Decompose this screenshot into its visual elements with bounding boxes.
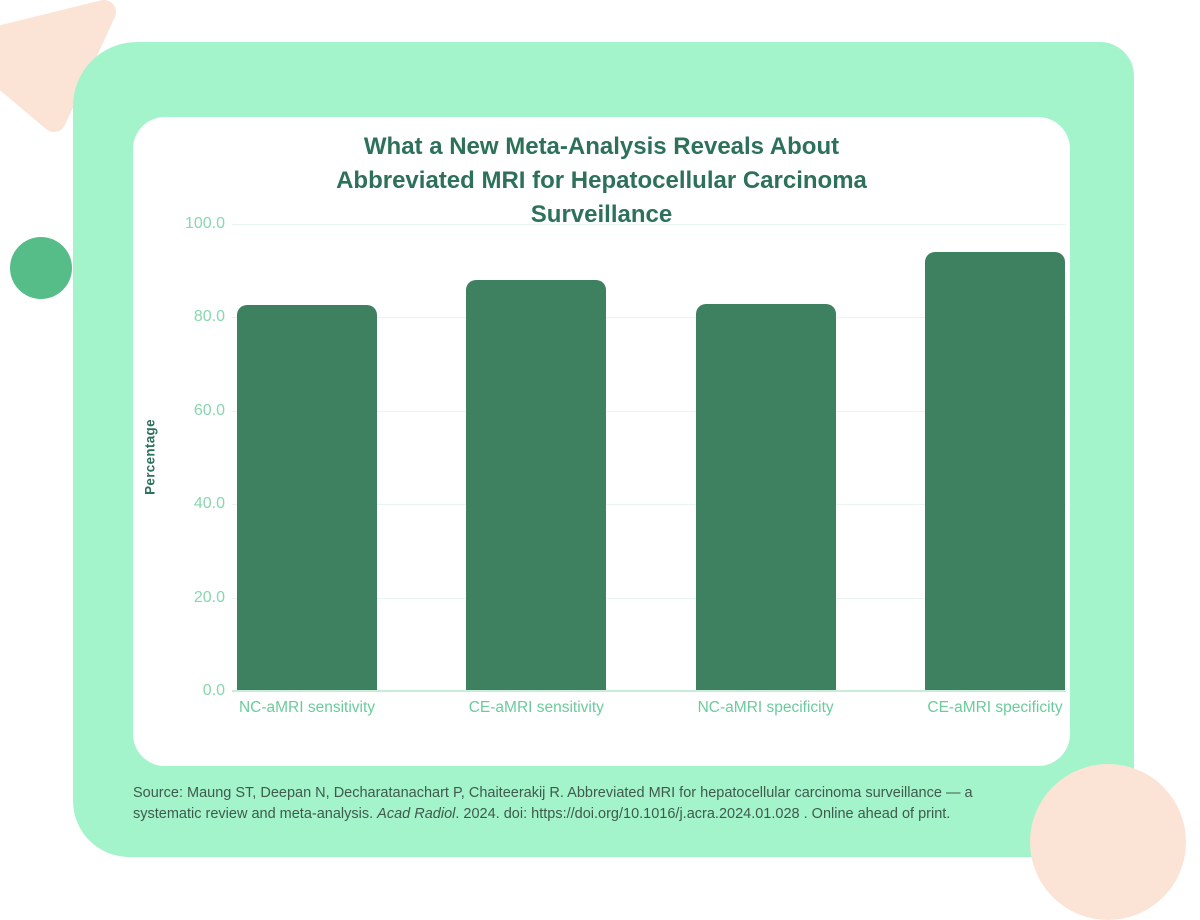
x-axis-label-3: NC-aMRI specificity <box>697 699 834 716</box>
source-text: Source: Maung ST, Deepan N, Decharatanac… <box>133 785 973 822</box>
gridline-40 <box>232 504 1066 506</box>
y-tick-label-80: 80.0 <box>193 308 225 326</box>
chart-title-line: Abbreviated MRI for Hepatocellular Carci… <box>336 167 867 194</box>
chart-card: What a New Meta-Analysis Reveals About A… <box>133 117 1070 766</box>
plot-area <box>232 224 1066 692</box>
bar-ce-amri-specificity <box>924 251 1065 690</box>
y-axis-title: Percentage <box>142 419 158 495</box>
y-tick-label-0: 0.0 <box>202 682 225 699</box>
green-circle-decoration <box>10 237 72 299</box>
x-axis-baseline <box>232 690 1066 692</box>
peach-triangle-decoration <box>0 0 116 132</box>
y-tick-label-60: 60.0 <box>193 401 225 419</box>
gridline-20 <box>232 597 1066 599</box>
x-axis-label-4: CE-aMRI specificity <box>927 699 1063 716</box>
chart-title-line: What a New Meta-Analysis Reveals About <box>363 133 840 160</box>
y-tick-label-100: 100.0 <box>184 215 225 232</box>
x-axis-label-1: NC-aMRI sensitivity <box>238 699 376 716</box>
y-tick-label-40: 40.0 <box>193 495 225 513</box>
source-text: . 2024. doi: https://doi.org/10.1016/j.a… <box>455 805 951 822</box>
chart-title: What a New Meta-Analysis Reveals About A… <box>133 130 1070 232</box>
peach-ring-decoration <box>1030 764 1186 920</box>
gridline-100 <box>232 224 1066 225</box>
bar-nc-amri-specificity <box>695 304 836 690</box>
bar-ce-amri-sensitivity <box>466 279 607 690</box>
x-axis-label-2: CE-aMRI sensitivity <box>468 699 604 716</box>
gridline-80 <box>232 317 1066 319</box>
y-tick-label-20: 20.0 <box>193 588 225 606</box>
source-citation: Source: Maung ST, Deepan N, Decharatanac… <box>133 783 1017 824</box>
source-journal-name: Acad Radiol <box>377 805 456 822</box>
gridline-60 <box>232 410 1066 412</box>
bar-nc-amri-sensitivity <box>237 305 377 690</box>
chart-title-line: Surveillance <box>530 201 673 228</box>
